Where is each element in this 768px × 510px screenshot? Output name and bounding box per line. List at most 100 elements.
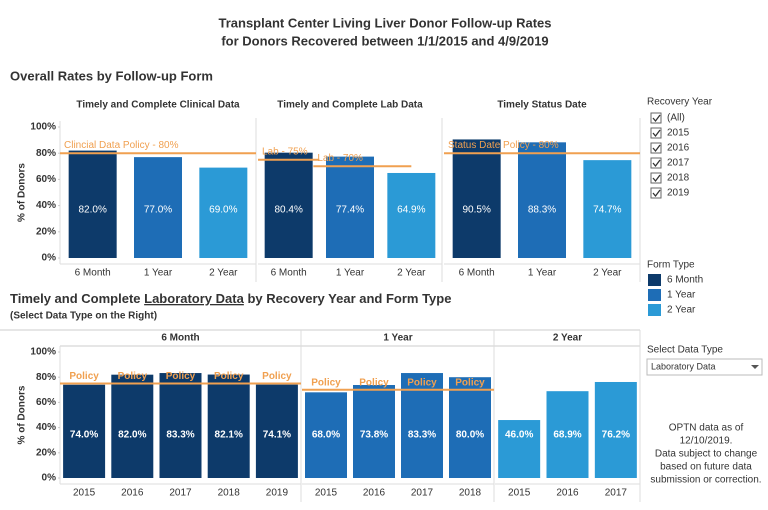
- legend-swatch: [648, 274, 661, 286]
- value-label: 77.4%: [336, 205, 364, 216]
- checkbox[interactable]: [650, 172, 662, 184]
- value-label: 90.5%: [462, 205, 490, 216]
- bar: [207, 374, 250, 478]
- policy-label: Policy: [262, 371, 292, 382]
- checkbox-label[interactable]: 2017: [667, 158, 690, 169]
- x-tick-label: 2017: [605, 488, 628, 499]
- y-tick-label: 40%: [36, 422, 56, 433]
- dashboard-title: for Donors Recovered between 1/1/2015 an…: [221, 33, 548, 48]
- bar: [401, 373, 443, 478]
- checkbox-label[interactable]: 2018: [667, 173, 690, 184]
- policy-label: Status Date Policy - 80%: [448, 140, 559, 151]
- bar: [68, 150, 117, 258]
- panel-title: Timely and Complete Lab Data: [277, 100, 423, 111]
- y-tick-label: 20%: [36, 447, 56, 458]
- x-tick-label: 2 Year: [397, 268, 426, 279]
- checkmark[interactable]: [652, 129, 661, 138]
- checkmark[interactable]: [652, 114, 661, 123]
- bar: [353, 385, 395, 478]
- checkmark[interactable]: [652, 189, 661, 198]
- checkbox[interactable]: [650, 142, 662, 154]
- legend-label: 2 Year: [667, 305, 696, 316]
- x-tick-label: 1 Year: [528, 268, 557, 279]
- value-label: 74.0%: [70, 430, 98, 441]
- bar: [452, 139, 501, 258]
- bar: [583, 160, 632, 258]
- x-tick-label: 2 Year: [593, 268, 622, 279]
- note-line: OPTN data as of: [669, 423, 744, 434]
- dropdown[interactable]: Laboratory Data: [646, 358, 763, 376]
- bar: [63, 384, 106, 478]
- note-line: 12/10/2019.: [680, 436, 733, 447]
- bar: [255, 384, 298, 478]
- y-tick-label: 20%: [36, 226, 56, 237]
- legend-label: 6 Month: [667, 275, 703, 286]
- bar: [159, 373, 202, 478]
- checkbox-label[interactable]: (All): [667, 113, 685, 124]
- section-title: Timely and Complete Laboratory Data by R…: [10, 291, 451, 306]
- value-label: 46.0%: [505, 430, 533, 441]
- value-label: 77.0%: [144, 205, 172, 216]
- policy-label: Policy: [407, 377, 437, 388]
- checkmark[interactable]: [652, 174, 661, 183]
- dropdown-value[interactable]: Laboratory Data: [651, 361, 716, 371]
- value-label: 68.9%: [553, 430, 581, 441]
- policy-label: Lab - 75%: [262, 146, 308, 157]
- value-label: 68.0%: [312, 430, 340, 441]
- checkmark[interactable]: [652, 159, 661, 168]
- policy-label: Policy: [311, 377, 341, 388]
- dropdown-box[interactable]: [646, 358, 763, 376]
- y-tick-label: 0%: [42, 253, 57, 264]
- panel-title: Timely and Complete Clinical Data: [76, 100, 240, 111]
- y-tick-label: 80%: [36, 372, 56, 383]
- checkbox[interactable]: [650, 187, 662, 199]
- x-tick-label: 2016: [556, 488, 579, 499]
- value-label: 82.0%: [118, 430, 146, 441]
- x-tick-label: 2016: [121, 488, 144, 499]
- dashboard-title: Transplant Center Living Liver Donor Fol…: [219, 15, 552, 30]
- x-tick-label: 1 Year: [144, 268, 173, 279]
- bar: [305, 392, 347, 478]
- bar: [111, 374, 154, 478]
- x-tick-label: 6 Month: [271, 268, 307, 279]
- y-tick-label: 80%: [36, 148, 56, 159]
- panel-title: 2 Year: [553, 333, 582, 344]
- value-label: 74.7%: [593, 205, 621, 216]
- x-tick-label: 2015: [508, 488, 531, 499]
- policy-label: Lab - 70%: [317, 153, 363, 164]
- dropdown-arrow[interactable]: [751, 365, 759, 369]
- bar: [387, 172, 436, 258]
- panel-title: Timely Status Date: [497, 100, 587, 111]
- checkbox-label[interactable]: 2016: [667, 143, 690, 154]
- value-label: 73.8%: [360, 430, 388, 441]
- x-tick-label: 2018: [218, 488, 241, 499]
- bar: [518, 142, 566, 258]
- filter-title: Recovery Year: [647, 97, 713, 108]
- bar: [449, 377, 491, 478]
- value-label: 83.3%: [166, 430, 194, 441]
- checkbox[interactable]: [650, 112, 662, 124]
- checkbox-label[interactable]: 2015: [667, 128, 690, 139]
- policy-label: Clincial Data Policy - 80%: [64, 140, 179, 151]
- panel-title: 6 Month: [161, 333, 199, 344]
- section-subtitle: (Select Data Type on the Right): [10, 311, 157, 322]
- y-tick-label: 100%: [30, 122, 56, 133]
- x-tick-label: 1 Year: [336, 268, 365, 279]
- x-tick-label: 2017: [169, 488, 192, 499]
- value-label: 83.3%: [408, 430, 436, 441]
- panel-title: 1 Year: [383, 333, 412, 344]
- x-tick-label: 6 Month: [75, 268, 111, 279]
- bar: [594, 381, 637, 478]
- checkmark[interactable]: [652, 144, 661, 153]
- note-line: Data subject to change: [655, 449, 758, 460]
- bar: [498, 420, 541, 478]
- checkbox-label[interactable]: 2019: [667, 188, 690, 199]
- y-tick-label: 100%: [30, 347, 56, 358]
- x-tick-label: 2 Year: [209, 268, 238, 279]
- checkbox[interactable]: [650, 127, 662, 139]
- checkbox[interactable]: [650, 157, 662, 169]
- selector-title: Select Data Type: [647, 345, 723, 356]
- bar: [199, 167, 248, 258]
- bar: [264, 152, 313, 258]
